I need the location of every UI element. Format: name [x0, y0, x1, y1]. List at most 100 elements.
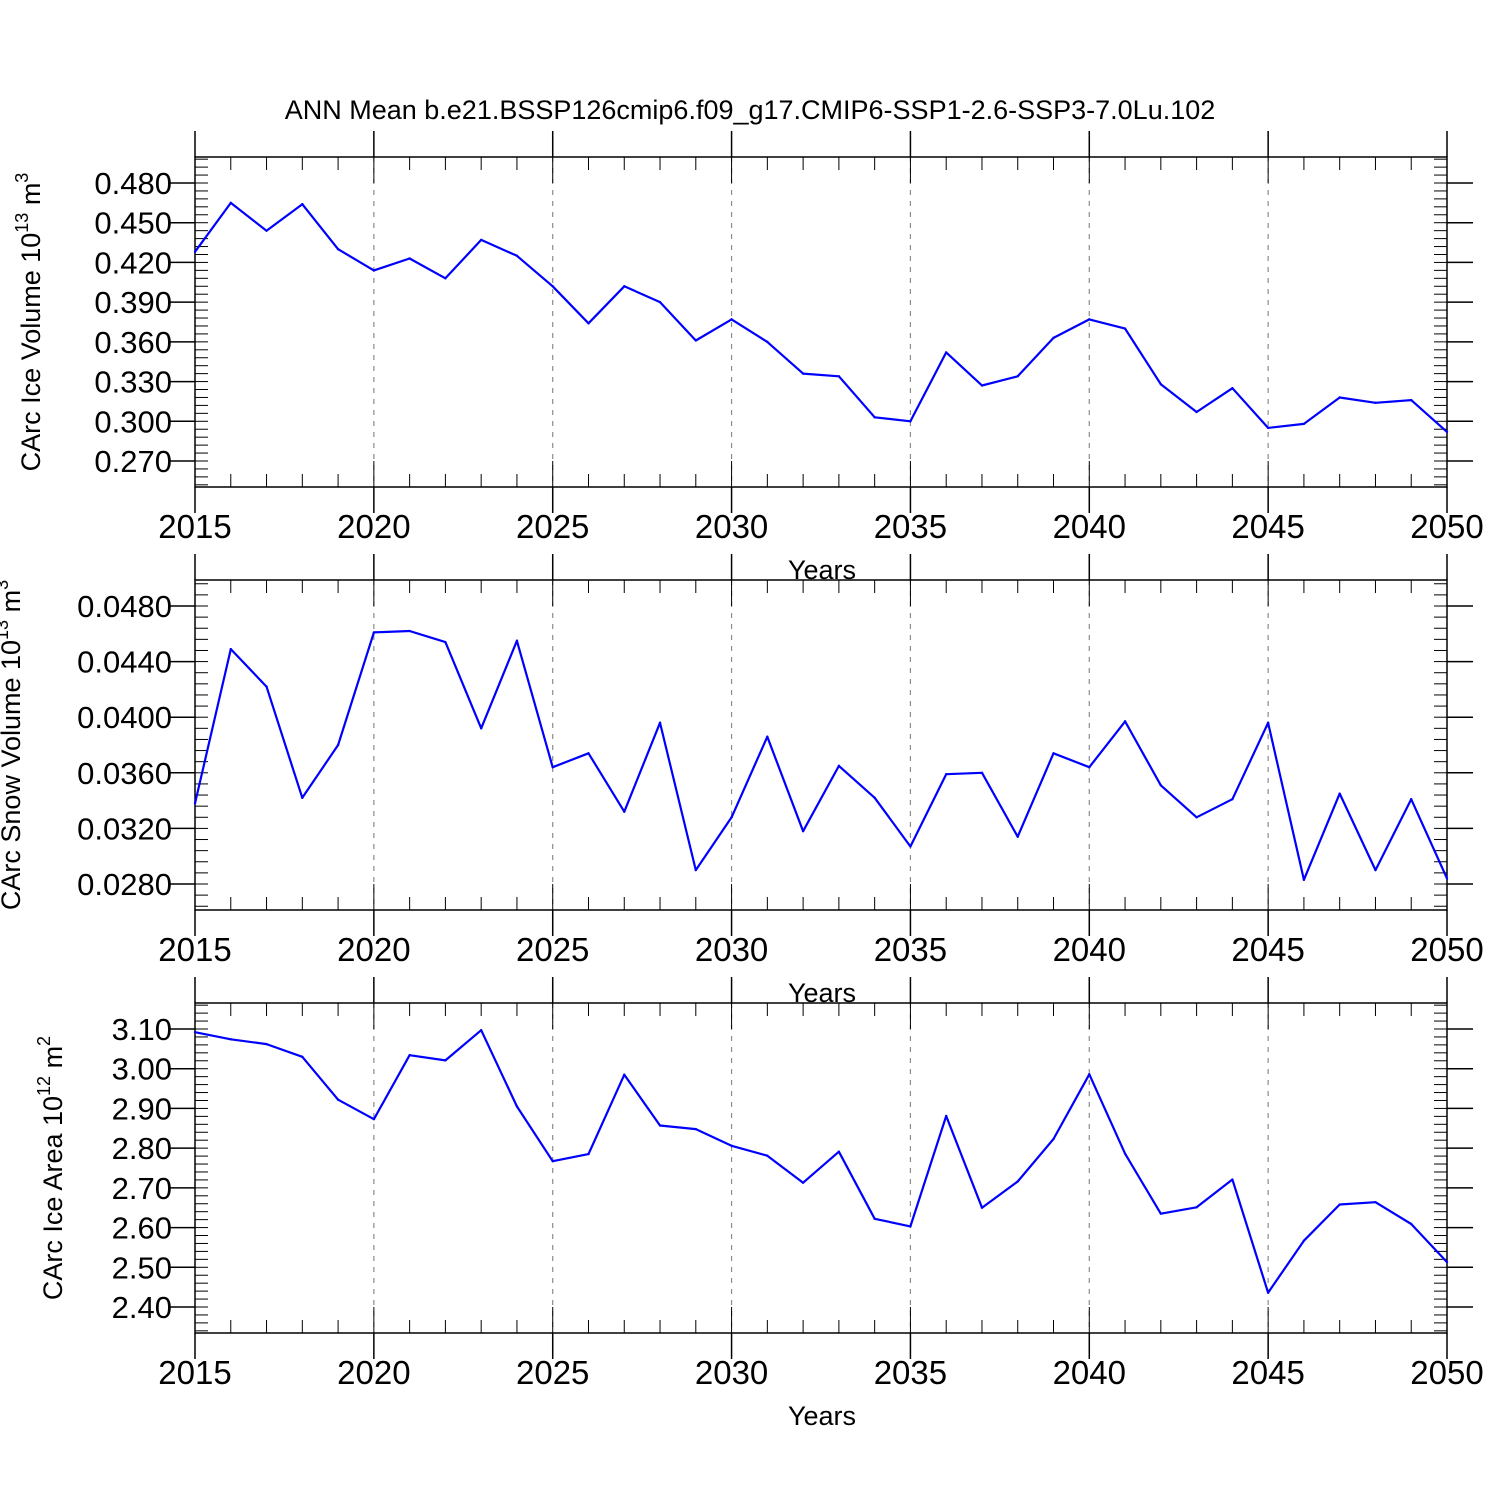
data-point: [873, 416, 876, 419]
data-point: [229, 1038, 232, 1041]
data-point: [730, 318, 733, 321]
chart-panel-2: 0.0480 0.0440 0.0400 0.0360 0.0320 0.0280 2015…: [0, 554, 1484, 1008]
data-point: [1195, 816, 1198, 819]
y-tick-label: 3.00: [112, 1052, 172, 1087]
data-point: [945, 1114, 948, 1118]
data-point: [301, 1055, 304, 1059]
data-point: [945, 351, 948, 354]
y-tick-label: 0.0400: [77, 700, 172, 735]
x-tick-label: 2050: [1410, 931, 1483, 968]
x-tick-label: 2045: [1231, 931, 1304, 968]
data-point: [766, 735, 769, 738]
data-point: [1052, 1137, 1055, 1141]
data-point: [1052, 336, 1055, 340]
data-point: [1410, 798, 1413, 801]
data-point: [265, 1042, 268, 1046]
data-point: [1123, 720, 1127, 723]
y-axis-label-exponent: 12: [34, 1076, 54, 1096]
y-axis-label: CArc Ice Area 1012 m2: [34, 1036, 68, 1300]
plot-frame: [194, 1002, 1448, 1334]
data-point: [1302, 422, 1306, 426]
data-point: [336, 1098, 340, 1101]
data-point: [408, 629, 411, 633]
data-point: [873, 1217, 876, 1221]
data-point: [551, 1160, 554, 1163]
data-point: [1052, 752, 1055, 755]
y-tick-label: 2.50: [112, 1250, 172, 1285]
x-tick-label: 2045: [1231, 1354, 1304, 1391]
chart-panel-1: 0.480 0.450 0.420 0.390 0.360 0.330 0.300 0.270…: [12, 131, 1484, 585]
data-point: [479, 1028, 483, 1032]
data-point: [193, 250, 197, 254]
x-tick-label: 2030: [695, 1354, 768, 1391]
y-tick-label: 0.360: [94, 325, 172, 360]
data-point: [408, 257, 411, 260]
x-tick-label: 2040: [1053, 1354, 1126, 1391]
data-point: [980, 384, 984, 387]
data-point: [909, 1225, 912, 1228]
x-tick-label: 2020: [337, 931, 410, 968]
data-point: [1266, 1291, 1270, 1294]
y-tick-label: 2.40: [112, 1290, 172, 1325]
y-tick-label: 0.0480: [77, 589, 172, 624]
y-axis-label-unit-exponent: 2: [34, 1036, 54, 1046]
y-tick-label: 2.90: [112, 1091, 172, 1126]
data-point: [301, 796, 304, 800]
plot-frame: [194, 579, 1448, 911]
data-point: [1338, 396, 1341, 399]
data-point: [1266, 721, 1270, 724]
data-point: [1410, 1222, 1413, 1226]
x-tick-label: 2025: [516, 508, 589, 545]
data-point: [945, 772, 948, 776]
x-tick-label: 2040: [1053, 508, 1126, 545]
y-tick-label: 0.390: [94, 285, 172, 320]
y-tick-label: 0.0440: [77, 645, 172, 680]
data-point: [909, 420, 912, 423]
data-point: [229, 201, 232, 205]
data-point: [1195, 1206, 1198, 1209]
x-tick-label: 2020: [337, 1354, 410, 1391]
y-axis-label-space: m: [0, 590, 26, 620]
y-tick-label: 0.450: [94, 206, 172, 241]
data-point: [1302, 878, 1306, 882]
data-point: [587, 752, 590, 755]
y-tick-label: 0.270: [94, 444, 172, 479]
y-axis-label: CArc Snow Volume 1013 m3: [0, 580, 26, 910]
x-tick-label: 2025: [516, 1354, 589, 1391]
x-tick-label: 2025: [516, 931, 589, 968]
x-tick-label: 2045: [1231, 508, 1304, 545]
data-point: [1016, 835, 1019, 838]
y-tick-label: 0.0320: [77, 811, 172, 846]
data-point: [515, 1105, 519, 1108]
data-point: [658, 300, 662, 304]
data-point: [1123, 327, 1127, 330]
data-point: [1231, 1178, 1234, 1181]
data-point: [694, 339, 697, 342]
data-point: [909, 845, 912, 848]
data-point: [1123, 1152, 1127, 1155]
chart-panel-3: 3.10 3.00 2.90 2.80 2.70 2.60 2.50 2.40 2015 2020…: [34, 977, 1484, 1431]
data-point: [1016, 1180, 1019, 1183]
data-point: [551, 285, 554, 288]
data-point: [1374, 1200, 1377, 1204]
x-tick-label: 2035: [874, 508, 947, 545]
data-point: [730, 1144, 733, 1147]
plot-frame: [194, 156, 1448, 488]
data-point: [372, 269, 376, 272]
data-point: [336, 743, 340, 747]
data-point: [1374, 401, 1377, 404]
series-line: [194, 201, 1448, 433]
data-point: [1231, 798, 1234, 801]
data-point: [551, 766, 554, 769]
data-point: [372, 1117, 376, 1121]
data-point: [694, 868, 697, 872]
x-tick-label: 2035: [874, 931, 947, 968]
data-point: [1445, 1260, 1449, 1264]
data-point: [444, 640, 447, 644]
data-point: [980, 771, 984, 774]
y-tick-label: 0.330: [94, 365, 172, 400]
data-point: [1374, 868, 1377, 872]
data-point: [193, 802, 197, 805]
data-point: [1159, 383, 1163, 386]
